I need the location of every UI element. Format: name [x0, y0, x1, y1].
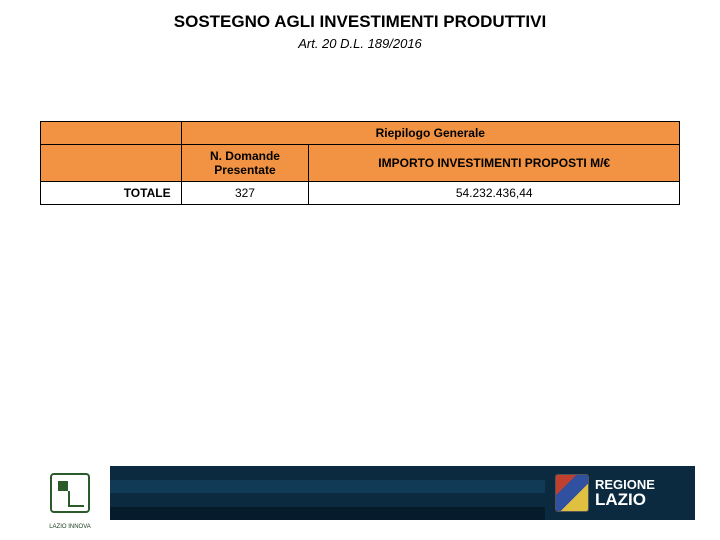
table-row: TOTALE 327 54.232.436,44: [41, 182, 680, 205]
stripe-3: [110, 507, 545, 521]
stripe-1: [110, 480, 545, 494]
row-val-1: 54.232.436,44: [309, 182, 680, 205]
regione-line2: LAZIO: [595, 491, 655, 508]
footer: LAZIO INNOVA REGIONE LAZIO: [0, 466, 720, 520]
table-header-row: N. Domande Presentate IMPORTO INVESTIMEN…: [41, 145, 680, 182]
page-subtitle: Art. 20 D.L. 189/2016: [0, 36, 720, 51]
lazio-innova-icon: [50, 473, 90, 513]
regione-text: REGIONE LAZIO: [595, 478, 655, 508]
header-col-1: N. Domande Presentate: [181, 145, 309, 182]
footer-stripes: [110, 466, 545, 520]
lazio-innova-logo: LAZIO INNOVA: [30, 466, 110, 520]
header-col-0: [41, 145, 182, 182]
stripe-0: [110, 466, 545, 480]
row-val-0: 327: [181, 182, 309, 205]
superheader-blank: [41, 122, 182, 145]
summary-table-wrap: Riepilogo Generale N. Domande Presentate…: [40, 121, 680, 205]
summary-table: Riepilogo Generale N. Domande Presentate…: [40, 121, 680, 205]
page-title: SOSTEGNO AGLI INVESTIMENTI PRODUTTIVI: [0, 0, 720, 32]
regione-lazio-logo: REGIONE LAZIO: [545, 466, 695, 520]
stripe-2: [110, 493, 545, 507]
table-superheader-row: Riepilogo Generale: [41, 122, 680, 145]
footer-band: [110, 466, 545, 520]
header-col-2: IMPORTO INVESTIMENTI PROPOSTI M/€: [309, 145, 680, 182]
superheader-label: Riepilogo Generale: [181, 122, 679, 145]
row-label: TOTALE: [41, 182, 182, 205]
regione-crest-icon: [555, 474, 589, 512]
lazio-innova-caption: LAZIO INNOVA: [49, 524, 91, 530]
